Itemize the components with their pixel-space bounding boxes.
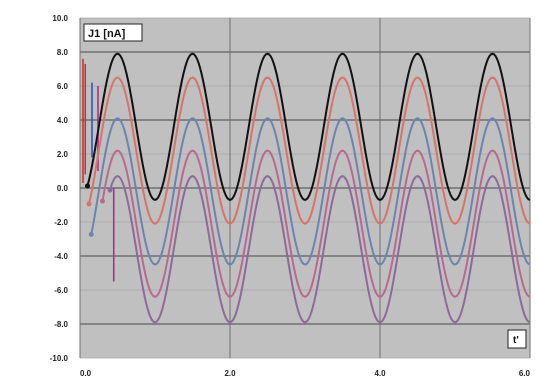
y-tick-label: -4.0 — [54, 252, 68, 261]
series-label: J1 [nA] — [88, 28, 126, 40]
x-tick-label: 6.0 — [519, 369, 531, 378]
x-tick-label: 2.0 — [224, 369, 236, 378]
y-tick-label: 8.0 — [57, 48, 69, 57]
series-start-point — [107, 187, 113, 193]
series-line-1 — [86, 52, 531, 201]
y-tick-label: -6.0 — [54, 286, 68, 295]
x-tick-label: 4.0 — [374, 369, 386, 378]
series-start-point — [85, 183, 90, 189]
x-tick-label: 0.0 — [80, 369, 92, 378]
y-tick-label: 0.0 — [57, 184, 69, 193]
x-axis-tick-labels: 0.0 2.0 4.0 6.0 — [80, 369, 531, 378]
y-tick-label: 6.0 — [57, 82, 69, 91]
series-start-point — [88, 231, 94, 237]
y-axis-tick-labels: 10.0 8.0 6.0 4.0 2.0 0.0 -2.0 -4.0 -6.0 -8.0 -10.0 — [50, 14, 69, 363]
y-tick-label: 2.0 — [57, 150, 69, 159]
x-axis-label: t' — [513, 335, 519, 346]
series-label-box — [83, 23, 143, 42]
y-tick-label: -2.0 — [54, 218, 68, 227]
y-tick-label: 10.0 — [52, 14, 68, 23]
series-line-5 — [109, 175, 531, 324]
series-lines — [85, 52, 531, 324]
y-tick-label: -8.0 — [54, 320, 68, 329]
vertical-gridlines — [79, 18, 531, 358]
y-tick-label: 4.0 — [57, 116, 69, 125]
series-line-2 — [88, 76, 531, 225]
horizontal-gridlines — [80, 17, 530, 359]
series-start-point — [86, 201, 92, 207]
series-line-4 — [101, 149, 531, 298]
series-line-3 — [90, 117, 530, 266]
series-start-point — [100, 198, 105, 204]
x-axis-label-box — [507, 329, 527, 349]
y-tick-label: -10.0 — [50, 354, 69, 363]
